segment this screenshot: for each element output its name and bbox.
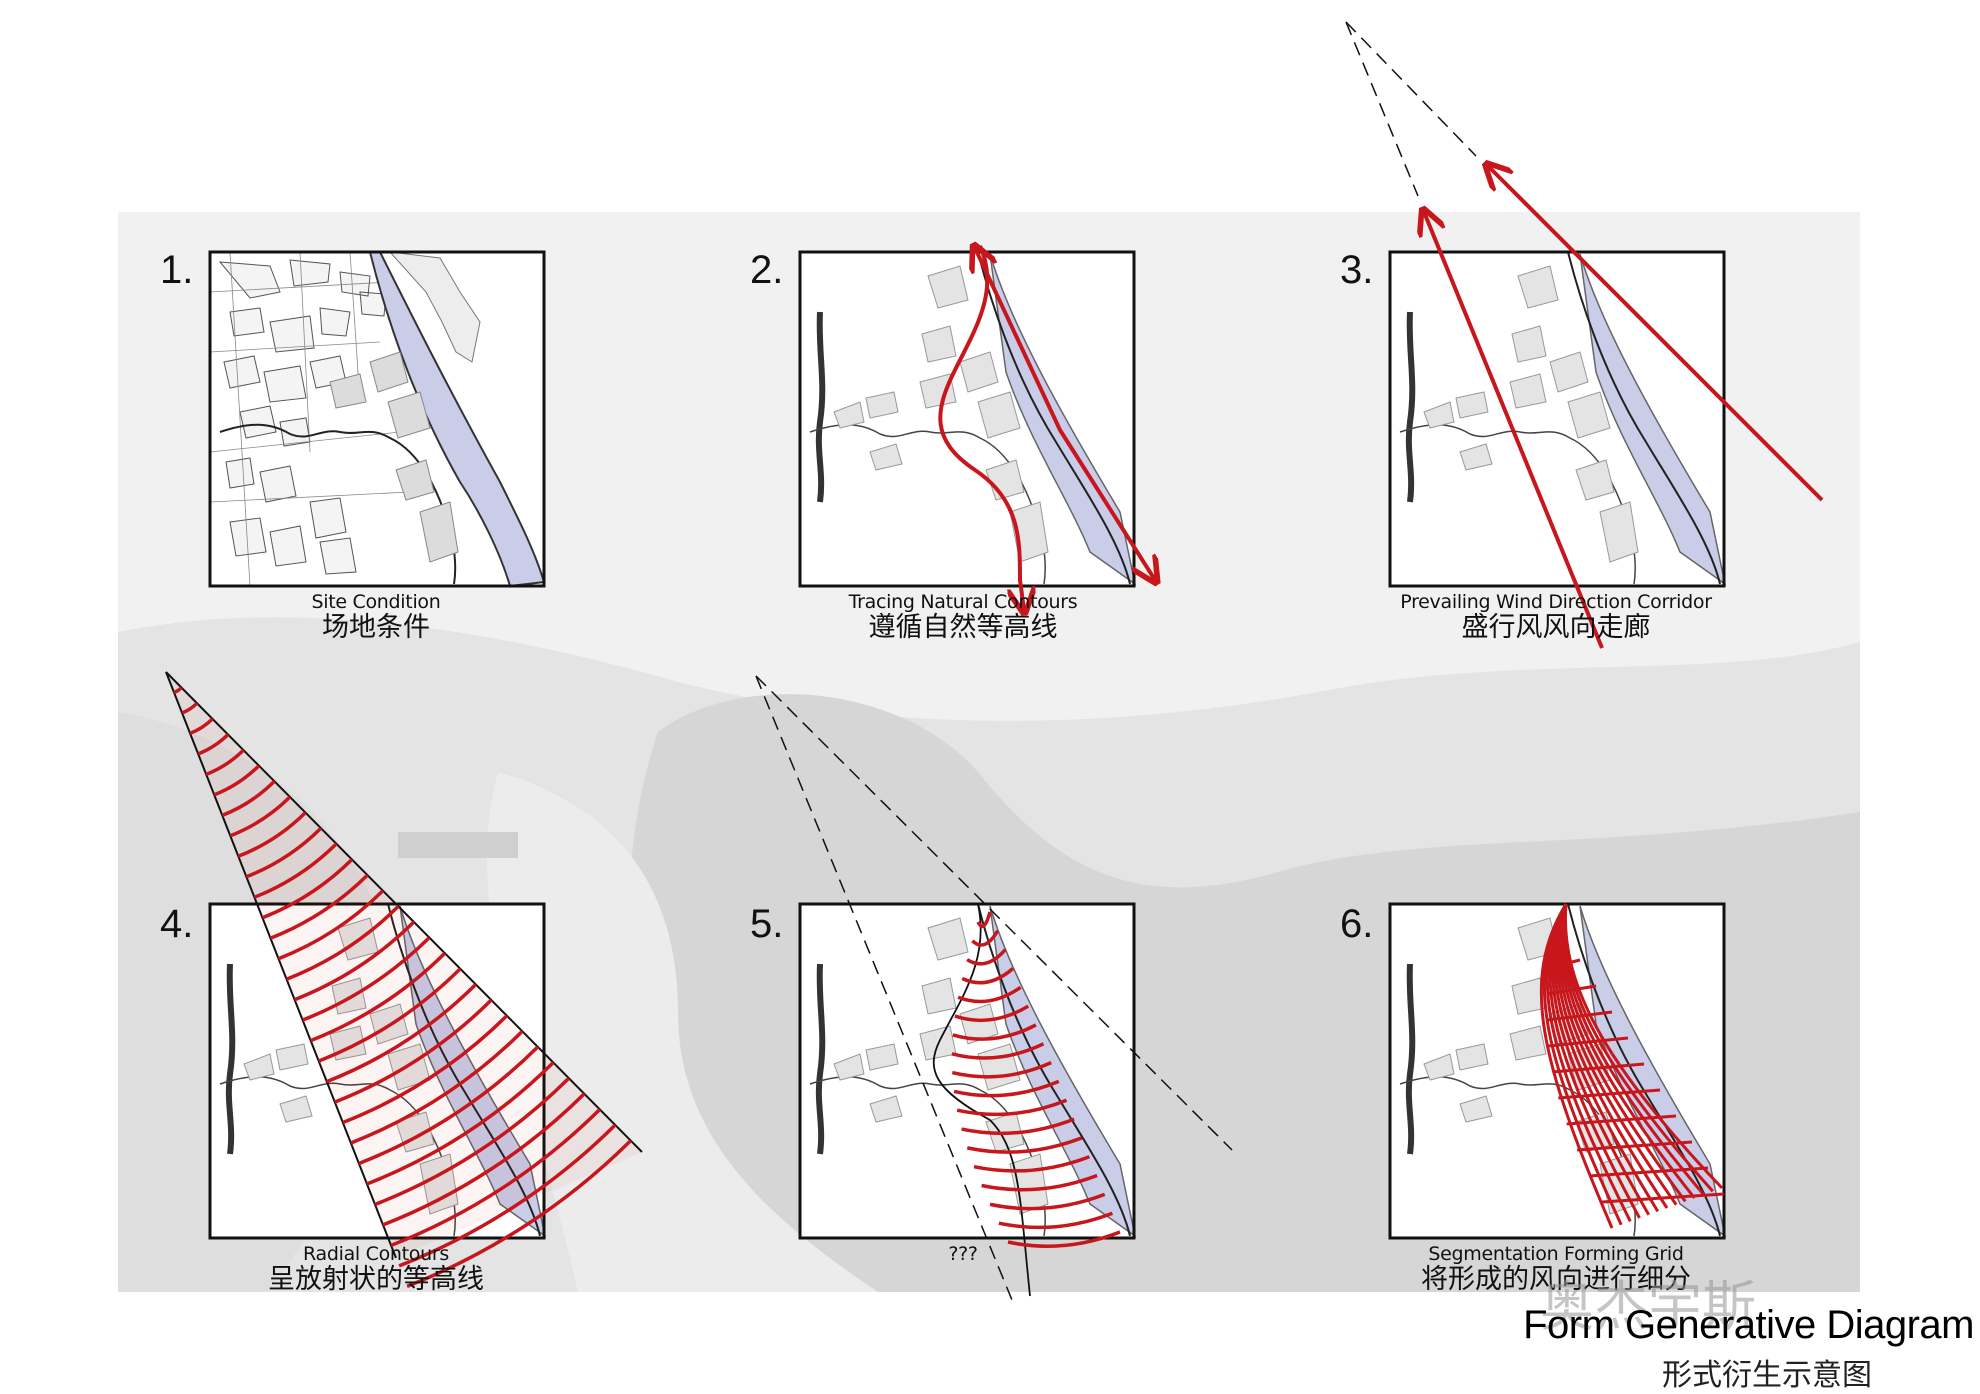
diagram-overlay — [165, 21, 1824, 1301]
watermark-text: 奥杰宇斯 — [1540, 1275, 1756, 1338]
radial-arc — [326, 983, 478, 1084]
panel-5-caption: ??? — [793, 1243, 1133, 1265]
corridor-stripe — [952, 1023, 1037, 1041]
panel-1-caption: Site Condition 场地条件 — [206, 591, 546, 644]
radial-arc — [277, 889, 385, 961]
diagram-title: Form Generative Diagram — [1523, 1303, 1974, 1347]
radial-arc — [205, 748, 245, 777]
grid-crossline — [1566, 1114, 1677, 1126]
panel-4-caption-en: Radial Contours — [303, 1243, 449, 1265]
radial-arc — [382, 1092, 586, 1227]
diagram-subtitle: 形式衍生示意图 — [1662, 1358, 1872, 1393]
radial-arc — [350, 1030, 524, 1145]
panel-5 — [755, 675, 1233, 1301]
radial-arc — [285, 905, 400, 981]
radial-arc — [269, 873, 369, 940]
radial-arc — [390, 1108, 602, 1248]
panel-5-number: 5. — [750, 902, 784, 946]
panel-6-caption: Segmentation Forming Grid 将形成的风向进行细分 — [1386, 1243, 1726, 1296]
corridor-stripe — [976, 911, 992, 928]
wind-arrow-right — [1488, 166, 1824, 502]
corridor-stripe — [957, 985, 1022, 1004]
panel-3-caption: Prevailing Wind Direction Corridor 盛行风风向… — [1386, 591, 1726, 644]
radial-arc — [398, 1123, 617, 1268]
wind-arrow-left — [1424, 212, 1604, 649]
grid-crossline — [1576, 1140, 1693, 1152]
radial-arc — [342, 1014, 509, 1125]
corridor-stripe — [973, 1155, 1091, 1173]
grid-crossline — [1546, 1010, 1613, 1022]
panel-2-caption-en: Tracing Natural Contours — [848, 591, 1078, 613]
radial-arc — [181, 701, 199, 715]
panel-1-caption-en: Site Condition — [311, 591, 441, 613]
corridor-stripe — [951, 1042, 1045, 1060]
grid-line — [1563, 903, 1724, 1190]
panel-5-caption-en: ??? — [948, 1243, 978, 1265]
radial-arc — [310, 951, 447, 1043]
panel-1-number: 1. — [160, 248, 194, 292]
corridor-stripe — [956, 1098, 1068, 1117]
radial-arc — [197, 733, 230, 756]
panel-3-wind-corridor — [1345, 21, 1824, 649]
corridor-stripe — [989, 1192, 1106, 1211]
panel-6-number: 6. — [1340, 902, 1374, 946]
radial-arc — [301, 936, 431, 1022]
radial-arc — [318, 967, 462, 1063]
corridor-stripe — [961, 1117, 1075, 1136]
radial-arc — [366, 1061, 555, 1186]
corridor-stripes — [951, 911, 1121, 1248]
corridor-stripe — [953, 1079, 1060, 1098]
panel-1-site-condition — [208, 250, 546, 588]
radial-arc — [213, 764, 261, 797]
panel-4-number: 4. — [160, 902, 194, 946]
panel-4-caption: Radial Contours 呈放射状的等高线 — [206, 1243, 546, 1296]
panel-2-caption-zh: 遵循自然等高线 — [868, 612, 1058, 644]
corridor-stripe — [966, 948, 1007, 966]
corridor-stripe — [951, 1061, 1052, 1079]
corridor-stripe — [961, 967, 1015, 985]
grid-crossline — [1589, 1166, 1709, 1178]
radial-arc — [237, 811, 307, 858]
radial-arc — [334, 998, 493, 1104]
grid-crossline — [1558, 1088, 1661, 1100]
panel-6-segmentation-grid — [1388, 903, 1725, 1240]
radial-arc — [253, 842, 338, 899]
radial-arc — [261, 858, 354, 920]
radial-arc — [245, 826, 323, 879]
grid-crossline — [1548, 1036, 1629, 1048]
grid-crossline — [1547, 958, 1581, 970]
radial-arc — [374, 1076, 571, 1207]
contour-trace-arrow — [975, 248, 1155, 580]
corridor-stripe — [1007, 1230, 1121, 1248]
corridor-stripe — [971, 929, 1000, 947]
grid-crossline — [1601, 1192, 1725, 1204]
radial-contour-arcs — [173, 686, 632, 1289]
radial-arc — [189, 717, 214, 736]
panel-1-caption-zh: 场地条件 — [322, 612, 430, 644]
radial-arc — [406, 1139, 632, 1289]
panel-6-caption-en: Segmentation Forming Grid — [1428, 1243, 1684, 1265]
panel-4-caption-zh: 呈放射状的等高线 — [268, 1264, 484, 1296]
corridor-stripe — [998, 1211, 1114, 1230]
radial-arc — [229, 795, 292, 838]
radial-arc — [358, 1045, 540, 1166]
panel-3-caption-en: Prevailing Wind Direction Corridor — [1400, 591, 1712, 613]
radial-arc — [173, 686, 183, 695]
panel-2-caption: Tracing Natural Contours 遵循自然等高线 — [793, 591, 1133, 644]
segmentation-grid-lines — [1539, 903, 1725, 1229]
panel-3-number: 3. — [1340, 248, 1374, 292]
corridor-stripe — [966, 1136, 1083, 1154]
panel-4-radial-contours — [165, 671, 643, 1289]
corridor-stripe — [981, 1173, 1098, 1192]
grid-crossline — [1552, 1062, 1645, 1074]
panel-2-number: 2. — [750, 248, 784, 292]
radial-arc — [221, 780, 276, 818]
panel-2-tracing-contours — [798, 246, 1155, 610]
panel-3-caption-zh: 盛行风风向走廊 — [1461, 612, 1651, 644]
panel-6-caption-zh: 将形成的风向进行细分 — [1421, 1264, 1691, 1296]
radial-arc — [293, 920, 416, 1002]
grid-crossline — [1546, 984, 1597, 996]
corridor-stripe — [954, 1004, 1030, 1023]
